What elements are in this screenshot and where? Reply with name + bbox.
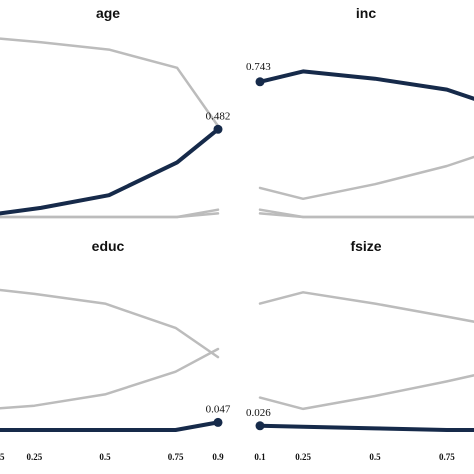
x-tick-label: 0.25 xyxy=(27,452,43,462)
highlight-line xyxy=(0,420,220,432)
x-tick-label: 0.5 xyxy=(99,452,111,462)
highlight-point xyxy=(213,124,223,134)
highlight-line xyxy=(0,127,220,216)
x-tick-label: 0.9 xyxy=(212,452,224,462)
x-tick-label: 0.5 xyxy=(369,452,381,462)
context-line-0 xyxy=(0,288,220,359)
data-label: 0.482 xyxy=(206,110,231,122)
panel-title: educ xyxy=(92,238,125,254)
highlight-point xyxy=(213,417,223,427)
context-line-1 xyxy=(258,374,474,411)
context-line-2 xyxy=(258,212,474,219)
data-label: 0.047 xyxy=(206,403,231,415)
x-tick-label: 0.75 xyxy=(168,452,184,462)
x-tick-label: 0.75 xyxy=(439,452,455,462)
panel-age: age 0.482 xyxy=(0,5,231,219)
panel-inc: inc 0.743 xyxy=(246,5,474,219)
context-line-2 xyxy=(0,212,220,219)
x-tick-label-cropped: 5 xyxy=(0,452,5,462)
highlight-point xyxy=(255,77,265,87)
context-line-0 xyxy=(258,155,474,201)
panel-title: fsize xyxy=(350,238,381,254)
panel-educ: educ 0.047 0.25 0.5 0.75 0.9 xyxy=(0,238,231,462)
highlight-line xyxy=(258,423,474,432)
x-tick-label: 0.1 xyxy=(254,452,266,462)
context-line-0 xyxy=(258,291,474,323)
highlight-point xyxy=(255,421,265,431)
data-label: 0.743 xyxy=(246,61,271,73)
panel-title: inc xyxy=(356,5,376,21)
context-line-1 xyxy=(0,347,220,410)
highlight-line xyxy=(258,69,474,101)
panel-title: age xyxy=(96,5,120,21)
data-label: 0.026 xyxy=(246,407,271,419)
context-line-0 xyxy=(0,37,220,128)
x-tick-label: 0.25 xyxy=(295,452,311,462)
